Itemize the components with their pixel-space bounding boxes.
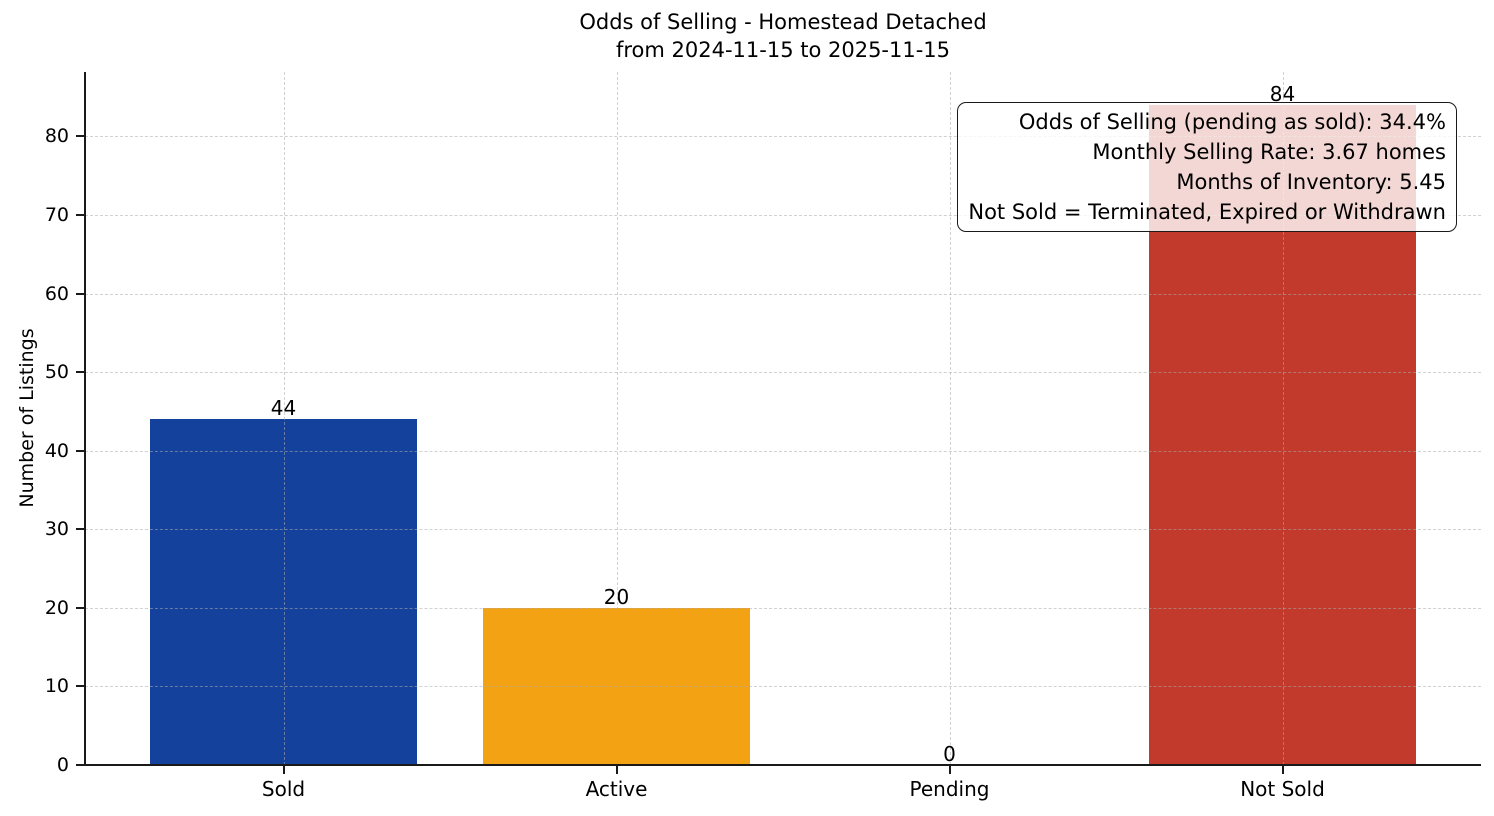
vertical-gridline	[283, 72, 285, 765]
x-axis-spine	[83, 763, 1481, 767]
y-tick-label: 60	[44, 282, 69, 305]
y-tick-mark	[76, 685, 85, 688]
horizontal-gridline	[85, 372, 1481, 374]
y-tick-mark	[76, 606, 85, 609]
x-tick-mark	[615, 765, 618, 774]
y-tick-label: 10	[44, 675, 69, 698]
horizontal-gridline	[85, 293, 1481, 295]
x-tick-label-pending: Pending	[909, 777, 990, 801]
y-tick-label: 0	[56, 754, 69, 776]
chart-subtitle: from 2024-11-15 to 2025-11-15	[615, 38, 951, 62]
y-tick-label: 50	[44, 361, 69, 384]
y-axis-spine	[84, 72, 87, 766]
x-tick-label-active: Active	[585, 777, 648, 801]
annotation-line-inventory: Months of Inventory: 5.45	[1176, 170, 1446, 194]
vertical-gridline	[616, 72, 618, 765]
horizontal-gridline	[85, 215, 1481, 216]
y-tick-label: 30	[44, 518, 69, 541]
horizontal-gridline	[85, 607, 1481, 609]
annotation-line-monthly-rate: Monthly Selling Rate: 3.67 homes	[1092, 140, 1446, 164]
y-tick-mark	[76, 371, 85, 374]
y-tick-label: 40	[44, 439, 69, 462]
bar-sold	[150, 419, 417, 765]
y-tick-mark	[76, 292, 85, 295]
vertical-gridline	[949, 72, 951, 765]
x-tick-mark	[282, 765, 285, 774]
bar-value-label: 0	[943, 742, 956, 766]
y-tick-mark	[76, 764, 85, 766]
y-tick-mark	[76, 449, 85, 452]
y-tick-mark	[76, 135, 85, 138]
x-tick-label-not-sold: Not Sold	[1240, 777, 1325, 801]
horizontal-gridline	[85, 136, 1481, 138]
chart-title: Odds of Selling - Homestead Detached	[579, 10, 987, 34]
y-tick-label: 70	[44, 204, 69, 226]
horizontal-gridline	[85, 529, 1481, 531]
vertical-gridline	[1282, 72, 1284, 765]
annotation-box: Odds of Selling (pending as sold): 34.4%…	[957, 102, 1457, 232]
x-tick-mark	[1281, 765, 1284, 774]
bar-value-label: 84	[1269, 82, 1296, 106]
annotation-line-odds: Odds of Selling (pending as sold): 34.4%	[1018, 110, 1446, 134]
x-tick-mark	[948, 765, 951, 774]
y-tick-mark	[76, 214, 85, 216]
chart-title-block: Odds of Selling - Homestead Detached fro…	[85, 8, 1481, 64]
y-tick-label: 20	[44, 596, 69, 619]
y-tick-mark	[76, 528, 85, 531]
horizontal-gridline	[85, 686, 1481, 688]
horizontal-gridline	[85, 450, 1481, 452]
y-axis-label: Number of Listings	[16, 328, 38, 508]
bar-value-label: 20	[603, 584, 630, 609]
annotation-line-not-sold-note: Not Sold = Terminated, Expired or Withdr…	[968, 200, 1446, 224]
y-tick-label: 80	[44, 125, 69, 148]
x-tick-label-sold: Sold	[261, 777, 306, 801]
bar-value-label: 44	[270, 396, 297, 421]
